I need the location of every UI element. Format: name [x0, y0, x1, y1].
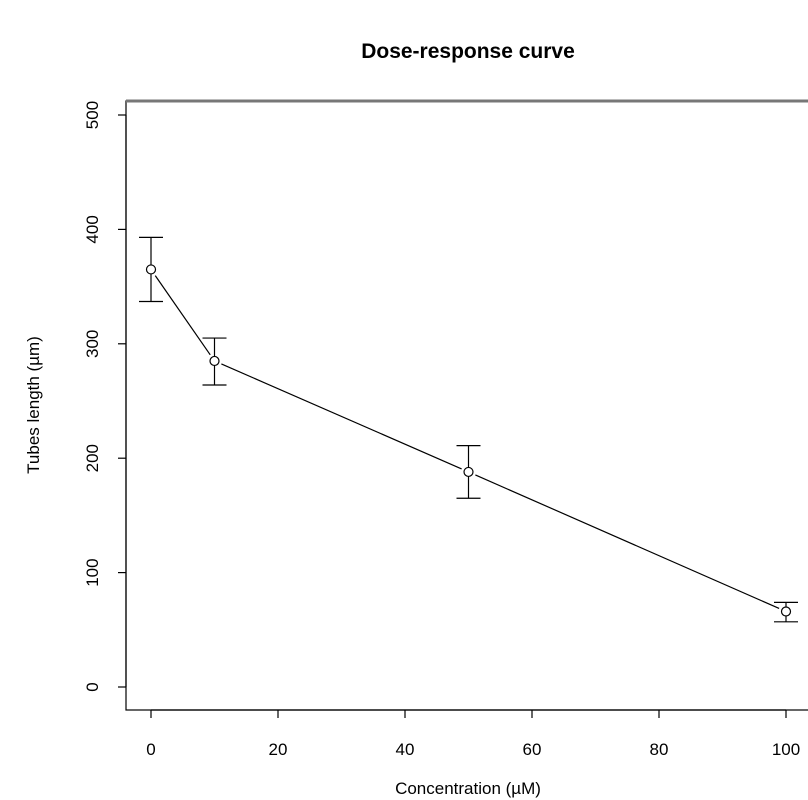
x-tick-label: 80: [650, 740, 669, 759]
plot-frame: [125, 100, 808, 711]
x-tick-label: 60: [523, 740, 542, 759]
y-tick-label: 0: [83, 682, 102, 691]
x-tick-label: 0: [146, 740, 155, 759]
x-tick-label: 40: [396, 740, 415, 759]
x-axis: 0 20 40 60 80 100: [146, 709, 800, 759]
y-tick-label: 100: [83, 558, 102, 586]
y-tick-label: 500: [83, 101, 102, 129]
x-tick-label: 20: [269, 740, 288, 759]
series-line-segment: [154, 275, 211, 356]
y-axis-title: Tubes length (µm): [24, 336, 43, 474]
data-point: [780, 606, 792, 617]
y-axis: 0 100 200 300 400 500: [83, 101, 127, 692]
series-layer: [139, 236, 798, 623]
chart-title: Dose-response curve: [361, 40, 575, 63]
series-line-segment: [221, 363, 462, 470]
y-tick-label: 300: [83, 330, 102, 358]
data-point: [463, 466, 474, 478]
data-point: [209, 355, 220, 367]
x-axis-title: Concentration (µM): [395, 779, 541, 798]
data-point: [145, 264, 157, 275]
y-tick-label: 200: [83, 444, 102, 472]
series-line-segment: [475, 474, 780, 610]
y-tick-label: 400: [83, 215, 102, 243]
x-tick-label: 100: [772, 740, 800, 759]
